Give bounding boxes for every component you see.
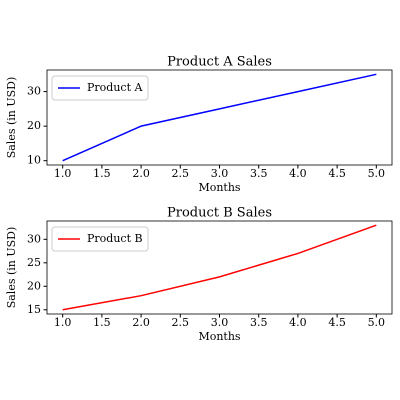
x-tick-label: 3.5 (250, 316, 268, 329)
x-tick-label: 4.0 (289, 316, 307, 329)
y-axis-label: Sales (in USD) (5, 227, 18, 309)
x-axis-label: Months (198, 330, 240, 343)
x-tick-label: 1.5 (93, 167, 111, 180)
chart-title: Product A Sales (167, 55, 272, 70)
axes-frame (46, 220, 393, 315)
x-tick-label: 2.5 (172, 167, 190, 180)
y-tick-label: 15 (27, 303, 41, 316)
x-tick-label: 1.0 (54, 316, 72, 329)
y-axis-label: Sales (in USD) (5, 77, 18, 159)
series-line (62, 224, 377, 311)
x-tick-label: 5.0 (368, 167, 386, 180)
x-tick-label: 4.0 (289, 167, 307, 180)
legend-label: Product B (87, 232, 143, 245)
x-tick-label: 4.5 (328, 316, 346, 329)
x-tick-label: 5.0 (368, 316, 386, 329)
series-line (62, 73, 377, 162)
x-tick-label: 2.5 (172, 316, 190, 329)
x-tick-label: 3.0 (211, 316, 229, 329)
chart-title: Product B Sales (167, 206, 272, 221)
x-tick-label: 3.0 (211, 167, 229, 180)
x-tick-label: 2.0 (132, 316, 150, 329)
x-tick-label: 4.5 (328, 167, 346, 180)
legend-box (51, 75, 149, 101)
y-tick-label: 25 (27, 256, 41, 269)
legend-box (51, 226, 149, 252)
legend-label: Product A (87, 81, 143, 94)
y-tick-label: 20 (27, 279, 41, 292)
x-tick-label: 3.5 (250, 167, 268, 180)
y-tick-label: 20 (27, 119, 41, 132)
y-tick-label: 30 (27, 85, 41, 98)
y-tick-label: 30 (27, 232, 41, 245)
x-tick-label: 1.0 (54, 167, 72, 180)
x-axis-label: Months (198, 181, 240, 194)
y-tick-label: 10 (27, 154, 41, 167)
x-tick-label: 1.5 (93, 316, 111, 329)
axes-frame (46, 69, 393, 166)
x-tick-label: 2.0 (132, 167, 150, 180)
